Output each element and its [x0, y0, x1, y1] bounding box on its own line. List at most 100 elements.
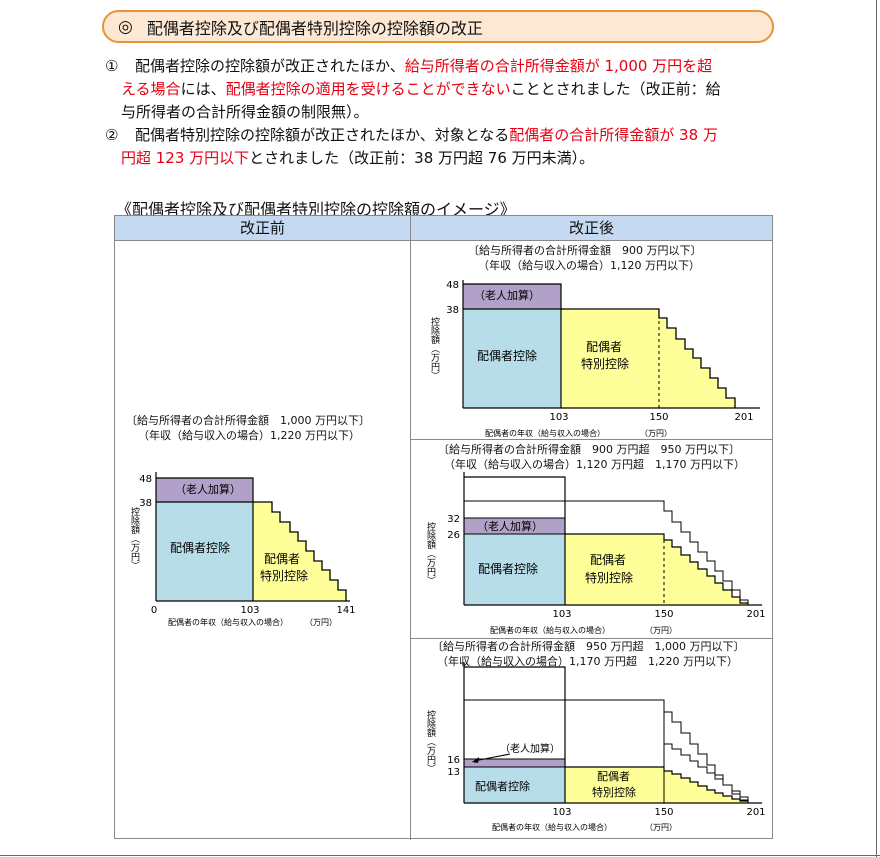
after3-xtick-103: 103: [552, 807, 571, 818]
before-ytick-48: 48: [139, 474, 152, 485]
after1-outline: [463, 283, 562, 408]
section-title-text: 配偶者控除及び配偶者特別控除の控除額の改正: [146, 18, 483, 38]
after3-arrow-icon: [472, 757, 479, 763]
after1-special-deduction-area: [561, 309, 735, 408]
header-before: 改正前: [115, 216, 410, 241]
before-ytick-38: 38: [139, 498, 152, 509]
after1-elder-area: [463, 284, 561, 309]
after3-xtick-150: 150: [654, 807, 673, 818]
p1-text-2: には、: [180, 80, 226, 98]
after1-ytick-38: 38: [446, 305, 459, 316]
before-elder-label: （老人加算）: [175, 482, 241, 496]
header-after: 改正後: [411, 216, 772, 241]
after2-special-label-2: 特別控除: [585, 570, 633, 585]
after2-ytick-26: 26: [447, 530, 460, 541]
after1-spouse-label: 配偶者控除: [477, 348, 537, 363]
before-unit: （万円）: [305, 618, 337, 627]
after3-elder-label: （老人加算）: [500, 742, 560, 755]
after3-x-caption: 配偶者の年収（給与収入の場合）: [492, 822, 612, 832]
after2-spouse-deduction-area: [464, 534, 565, 605]
after1-step-line: [561, 308, 736, 408]
after2-caption-2: （年収（給与収入の場合）1,120 万円超 1,170 万円以下）: [444, 458, 745, 471]
before-xtick-0: 0: [151, 605, 157, 616]
column-divider: [410, 216, 411, 840]
after3-caption-2: （年収（給与収入の場合）1,170 万円超 1,220 万円以下）: [437, 655, 738, 668]
after2-special-label-1: 配偶者: [590, 553, 626, 567]
after3-step-line: [565, 766, 749, 803]
double-circle-icon: ◎: [118, 16, 133, 37]
before-xtick-103: 103: [240, 605, 259, 616]
after2-xtick-103: 103: [552, 609, 571, 620]
p2-text-2: とされました（改正前：38 万円超 76 万円未満）。: [249, 149, 595, 167]
after2-ghost-step-line: [565, 500, 749, 605]
after3-y-label: 控除額（万円）: [425, 709, 436, 773]
after1-special-label-1: 配偶者: [586, 340, 622, 354]
after1-unit: （万円）: [640, 429, 672, 438]
after3-spouse-label: 配偶者控除: [475, 779, 530, 793]
after2-unit: （万円）: [645, 626, 677, 635]
after2-x-caption: 配偶者の年収（給与収入の場合）: [490, 625, 610, 635]
after3-xtick-201: 201: [746, 807, 765, 818]
page-edge-bottom: [0, 855, 880, 856]
p1-text-3: こととされました（改正前：給: [510, 80, 721, 98]
after3-ytick-16: 16: [447, 755, 460, 766]
after2-xtick-201: 201: [746, 609, 765, 620]
after2-special-deduction-area: [565, 534, 748, 605]
before-spouse-label: 配偶者控除: [170, 540, 230, 555]
image-title: 《配偶者控除及び配偶者特別控除の控除額のイメージ》: [116, 200, 516, 219]
before-x-caption: 配偶者の年収（給与収入の場合）: [168, 617, 288, 627]
after2-ghost-outline: [464, 476, 566, 605]
after2-elder-label: （老人加算）: [477, 519, 543, 533]
after2-y-label: 控除額（万円）: [425, 521, 436, 585]
before-step-line: [253, 501, 347, 601]
after3-ghost-step-line-2: [663, 743, 749, 803]
p1-text-4: 与所得者の合計所得金額の制限無）。: [121, 103, 369, 121]
paragraph-1-number: ①: [105, 57, 119, 75]
p1-red-3: 配偶者控除の適用を受けることができない: [225, 80, 511, 98]
after1-xtick-150: 150: [649, 412, 668, 423]
after1-x-caption: 配偶者の年収（給与収入の場合）: [485, 428, 605, 438]
after1-xtick-103: 103: [549, 412, 568, 423]
after2-xtick-150: 150: [654, 609, 673, 620]
after1-y-label: 控除額（万円）: [429, 316, 440, 380]
after2-caption-1: 〔給与所得者の合計所得金額 900 万円超 950 万円以下〕: [438, 443, 740, 456]
section-title: ◎ 配偶者控除及び配偶者特別控除の控除額の改正: [102, 10, 774, 43]
before-special-deduction-area: [253, 502, 346, 601]
after3-caption-1: 〔給与所得者の合計所得金額 950 万円超 1,000 万円以下〕: [432, 640, 745, 653]
before-xtick-141: 141: [336, 605, 355, 616]
p1-text-1: 配偶者控除の控除額が改正されたほか、: [135, 57, 405, 75]
after2-step-line: [565, 533, 749, 605]
after1-caption-1: 〔給与所得者の合計所得金額 900 万円以下〕: [468, 244, 702, 257]
p2-text-1: 配偶者特別控除の控除額が改正されたほか、対象となる: [135, 126, 510, 144]
after3-spouse-deduction-area: [464, 767, 565, 803]
row-divider-2: [411, 638, 772, 639]
after1-caption-2: （年収（給与収入の場合）1,120 万円以下）: [478, 259, 700, 272]
before-special-label-2: 特別控除: [260, 568, 308, 583]
paragraph-2: ② 配偶者特別控除の控除額が改正されたほか、対象となる配偶者の合計所得金額が 38…: [105, 124, 718, 170]
before-caption-1: 〔給与所得者の合計所得金額 1,000 万円以下〕: [126, 414, 370, 427]
p2-red-2: 円超 123 万円以下: [121, 149, 250, 167]
before-y-label: 控除額（万円）: [129, 506, 140, 570]
after1-special-label-2: 特別控除: [581, 356, 629, 371]
after3-special-label-2: 特別控除: [592, 785, 636, 799]
after2-ytick-32: 32: [447, 514, 460, 525]
after3-special-label-1: 配偶者: [597, 770, 630, 783]
before-spouse-deduction-area: [156, 502, 253, 601]
page-edge-right: [876, 0, 877, 857]
comparison-table: 改正前 改正後: [114, 215, 773, 840]
after3-special-deduction-area: [565, 767, 748, 803]
p2-red-1: 配偶者の合計所得金額が 38 万: [509, 126, 718, 144]
p1-red-1: 給与所得者の合計所得金額が 1,000 万円を超: [404, 57, 713, 75]
after1-spouse-deduction-area: [463, 309, 561, 408]
after3-unit: （万円）: [645, 823, 677, 832]
before-outline: [156, 477, 254, 601]
after1-elder-label: （老人加算）: [474, 288, 540, 302]
paragraph-1: ① 配偶者控除の控除額が改正されたほか、給与所得者の合計所得金額が 1,000 万…: [105, 55, 721, 124]
before-special-label-1: 配偶者: [264, 552, 300, 566]
before-caption-2: （年収（給与収入の場合）1,220 万円以下）: [138, 429, 360, 442]
after3-elder-leader-line: [473, 753, 511, 762]
